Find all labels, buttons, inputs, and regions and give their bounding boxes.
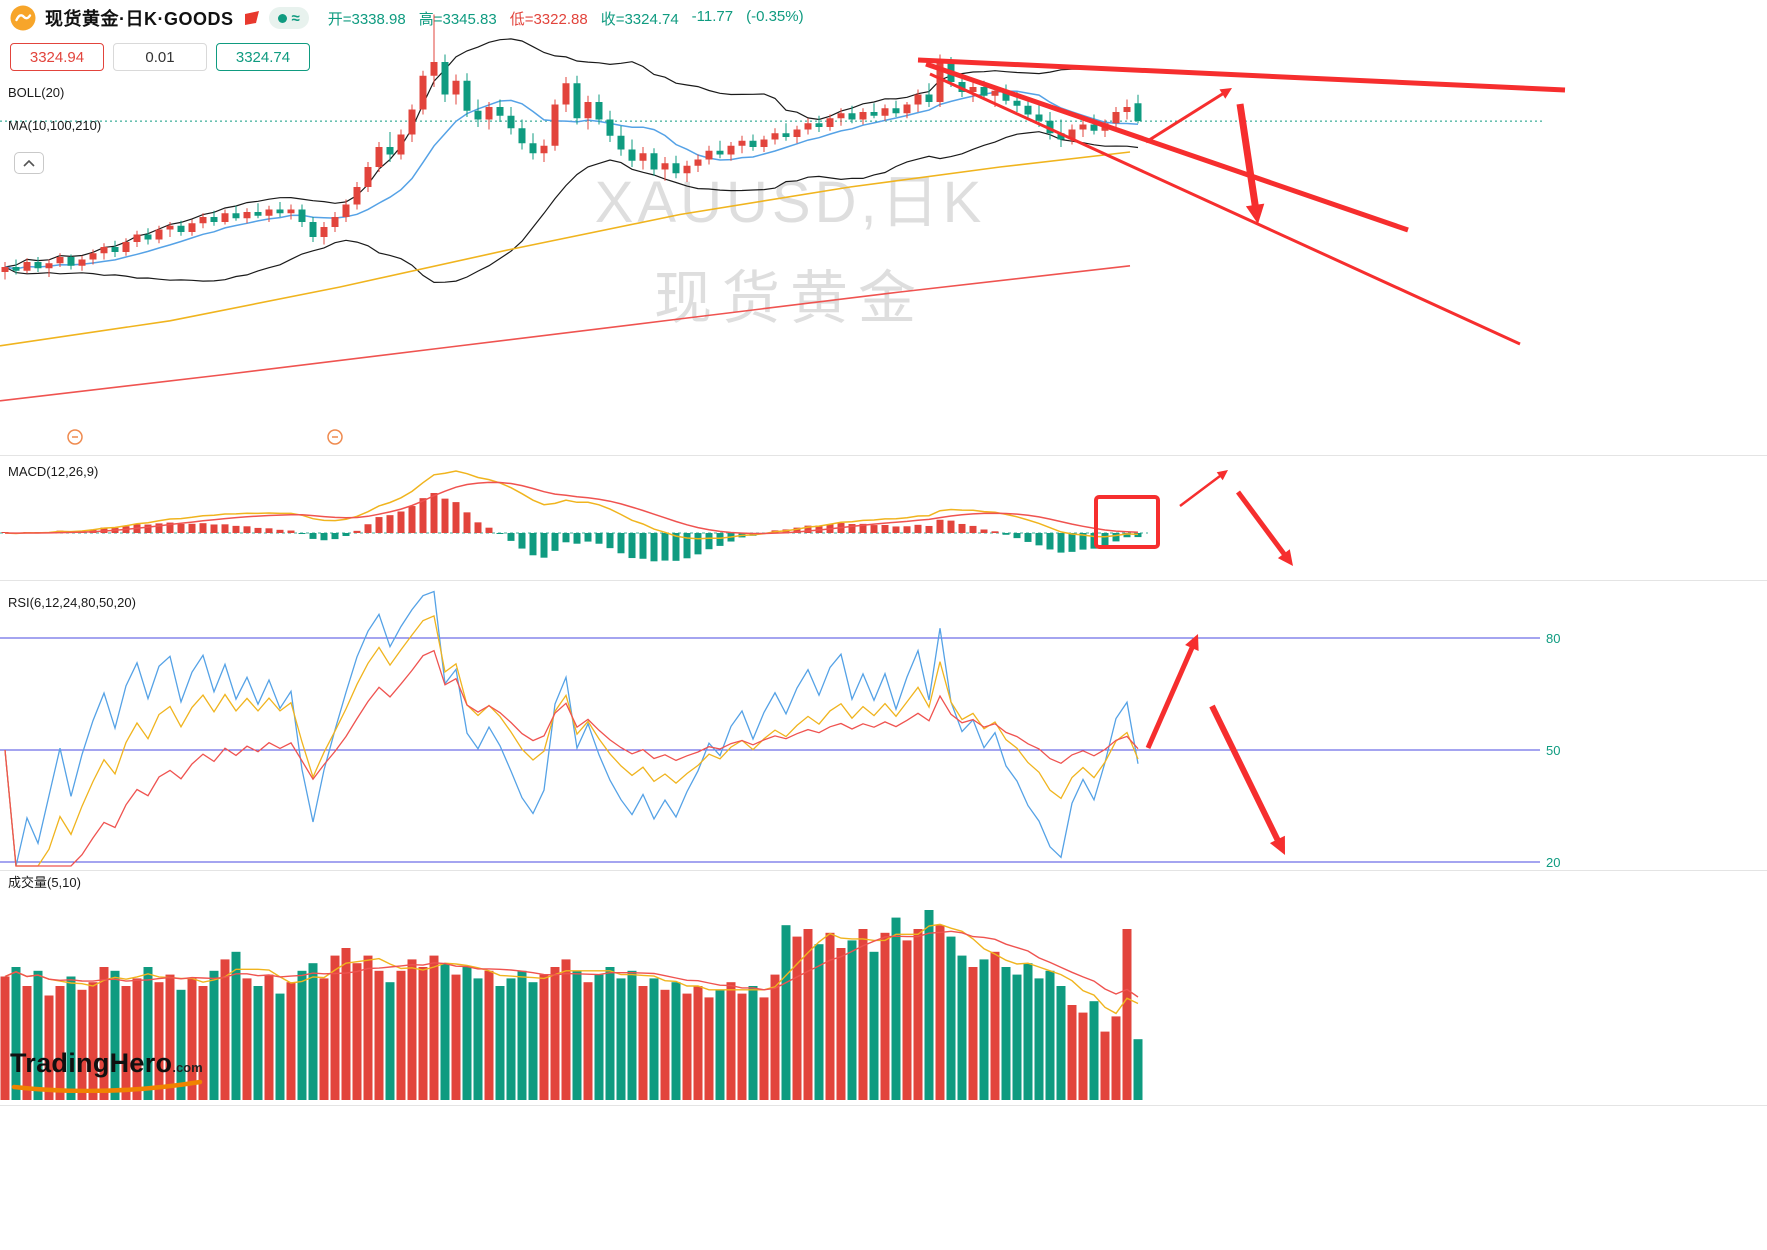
rsi-axis-label: 20 — [1546, 855, 1560, 870]
rsi-axis-label: 50 — [1546, 743, 1560, 758]
ohlc-change-pct: (-0.35%) — [746, 7, 804, 25]
rsi-gridlines: 80 50 20 — [0, 631, 1560, 870]
drawn-annotations — [917, 57, 1566, 855]
bollinger-bands — [4, 38, 1139, 284]
arrow-line — [1145, 642, 1197, 750]
arrow-head — [1269, 835, 1285, 855]
arrow-head — [1185, 634, 1199, 651]
ma-overlays — [0, 90, 1139, 402]
logo-swoosh-icon — [10, 1079, 210, 1097]
ohlc-low: 低=3322.88 — [509, 10, 588, 28]
tradinghero-logo-suffix: .com — [172, 1060, 203, 1075]
ohlc-close: 收=3324.74 — [600, 10, 679, 28]
arrow-line — [1235, 490, 1289, 560]
app-logo — [10, 5, 36, 31]
macd-indicator-label[interactable]: MACD(12,26,9) — [8, 464, 99, 479]
sell-price-button[interactable]: 3324.94 — [10, 43, 104, 71]
arrow-line — [1236, 103, 1260, 212]
ohlc-readout: 开=3338.98 高=3345.83 低=3322.88 收=3324.74 … — [328, 8, 804, 29]
highlight-box — [1094, 495, 1160, 549]
arrow-line — [1145, 90, 1227, 144]
trend-line — [917, 57, 1566, 93]
volume-bars — [0, 910, 1143, 1100]
macd-histogram — [1, 493, 1142, 562]
arrow-head — [1245, 203, 1265, 224]
tradinghero-logo: TradingHero.com — [10, 1050, 210, 1097]
watermark-line2: 现货黄金 — [654, 266, 926, 331]
arrow-head — [1277, 549, 1293, 566]
boll-indicator-label[interactable]: BOLL(20) — [8, 85, 65, 100]
collapse-indicators-button[interactable] — [14, 152, 44, 174]
ohlc-change: -11.77 — [691, 7, 734, 25]
arrow-head — [1219, 88, 1232, 99]
approx-icon: ≈ — [291, 9, 300, 27]
tradinghero-logo-text: TradingHero — [10, 1048, 173, 1078]
panel-separators — [0, 455, 1767, 1106]
volume-indicator-label[interactable]: 成交量(5,10) — [8, 875, 81, 890]
arrow-line — [1209, 704, 1283, 846]
trend-line — [929, 72, 1521, 346]
watermark-line1: XAUUSD,日K — [595, 170, 986, 235]
trend-line — [925, 61, 1409, 233]
header-bar: 现货黄金·日K·GOODS ≈ 开=3338.98 高=3345.83 低=33… — [0, 0, 804, 36]
event-markers — [67, 429, 343, 445]
arrow-head — [1216, 470, 1228, 481]
rsi-indicator-label[interactable]: RSI(6,12,24,80,50,20) — [8, 595, 136, 610]
status-pill[interactable]: ≈ — [268, 7, 309, 29]
buy-price-button[interactable]: 3324.74 — [216, 43, 310, 71]
volume-ma-lines — [4, 923, 1139, 1015]
status-dot-icon — [277, 13, 287, 23]
arrow-line — [1179, 473, 1224, 507]
ma-indicator-label[interactable]: MA(10,100,210) — [8, 118, 102, 133]
ohlc-open: 开=3338.98 — [327, 10, 406, 28]
rsi-lines — [4, 590, 1139, 867]
symbol-title[interactable]: 现货黄金·日K·GOODS — [45, 9, 234, 29]
brand-flag-icon — [243, 10, 260, 27]
watermark: XAUUSD,日K 现货黄金 — [595, 170, 986, 331]
ohlc-high: 高=3345.83 — [418, 10, 497, 28]
rsi-axis-label: 80 — [1546, 631, 1560, 646]
quote-row: 3324.94 0.01 3324.74 — [10, 43, 310, 71]
macd-lines — [4, 470, 1139, 540]
chevron-up-icon — [23, 159, 35, 167]
spread-value: 0.01 — [113, 43, 207, 71]
